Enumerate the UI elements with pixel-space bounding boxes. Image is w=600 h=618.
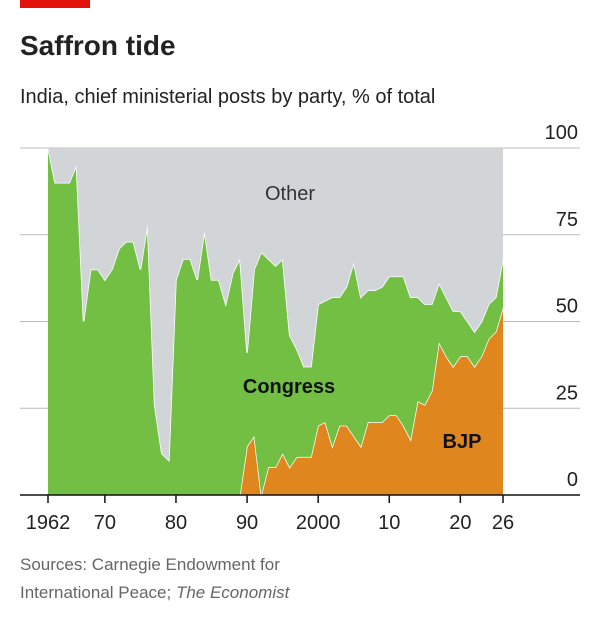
x-tick-label: 70 [94, 512, 116, 534]
y-tick-label: 25 [556, 382, 578, 404]
series-label: Other [265, 183, 315, 205]
x-tick-label: 1962 [26, 512, 71, 534]
brand-bar [20, 0, 90, 8]
source: International Peace; [20, 583, 176, 602]
series-label: Congress [243, 376, 335, 398]
chart-subtitle: India, chief ministerial posts by party,… [20, 86, 435, 108]
y-tick-label: 75 [556, 209, 578, 231]
x-tick-label: 20 [449, 512, 471, 534]
y-tick-label: 100 [545, 122, 578, 144]
chart-title: Saffron tide [20, 30, 176, 61]
area [239, 307, 503, 495]
source: Sources: Carnegie Endowment for [20, 555, 280, 574]
area [48, 148, 503, 461]
x-tick-label: 26 [492, 512, 514, 534]
source-publication: The Economist [176, 583, 291, 602]
area [48, 148, 503, 495]
x-tick-label: 2000 [296, 512, 341, 534]
x-tick-label: 10 [378, 512, 400, 534]
y-tick-label: 50 [556, 296, 578, 318]
source: International Peace; The Economist [20, 583, 291, 602]
x-tick-label: 80 [165, 512, 187, 534]
x-tick-label: 90 [236, 512, 258, 534]
y-tick-label: 0 [567, 469, 578, 491]
series-label: BJP [443, 431, 482, 453]
